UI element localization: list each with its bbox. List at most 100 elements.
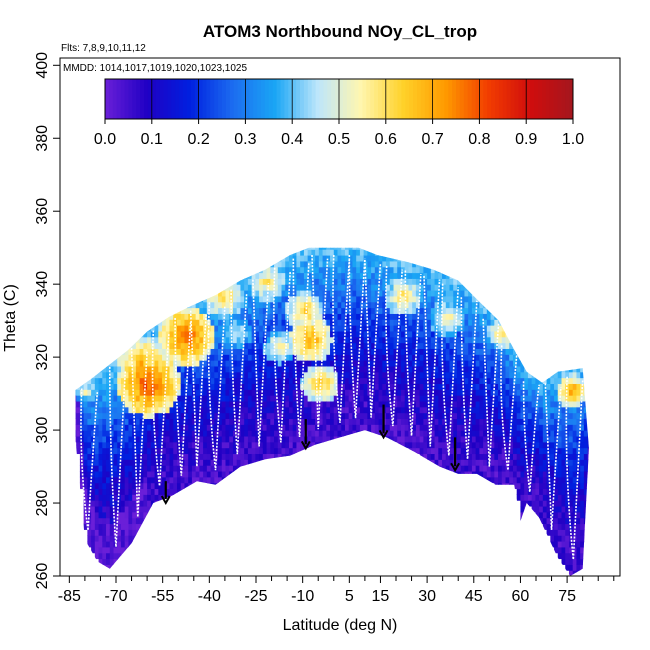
heatmap-cell <box>591 442 595 448</box>
heatmap-cell <box>490 453 495 460</box>
heatmap-cell <box>106 418 111 425</box>
arrow-head <box>300 440 311 451</box>
heatmap-cell <box>147 336 152 344</box>
heatmap-cell <box>87 517 92 525</box>
heatmap-cell <box>139 517 144 525</box>
heatmap-cell <box>158 488 163 495</box>
heatmap-cell <box>434 430 439 437</box>
heatmap-cell <box>389 254 395 262</box>
heatmap-cell <box>539 435 544 443</box>
heatmap-cell <box>438 313 443 320</box>
heatmap-cell <box>550 523 555 530</box>
heatmap-cell <box>135 447 141 455</box>
heatmap-cell <box>199 476 204 484</box>
heatmap-cell <box>479 430 484 437</box>
heatmap-cell <box>322 412 327 420</box>
heatmap-cell <box>158 412 163 420</box>
heatmap-cell <box>240 290 245 297</box>
heatmap-cell <box>341 272 346 279</box>
heatmap-cell <box>147 465 152 472</box>
heatmap-cell <box>561 546 566 554</box>
heatmap-cell <box>430 447 436 455</box>
heatmap-cell <box>344 330 350 338</box>
heatmap-cell <box>117 389 122 396</box>
heatmap-cell <box>486 476 492 484</box>
heatmap-cell <box>434 435 439 443</box>
heatmap-cell <box>176 476 182 484</box>
heatmap-cell <box>139 505 144 513</box>
heatmap-cell <box>419 260 424 268</box>
heatmap-cell <box>449 278 454 285</box>
colorbar-segment <box>561 79 566 119</box>
heatmap-cell <box>442 459 447 466</box>
heatmap-cell <box>509 406 514 414</box>
heatmap-cell <box>154 342 159 349</box>
heatmap-cell <box>83 395 88 402</box>
heatmap-cell <box>378 313 383 320</box>
heatmap-cell <box>509 354 514 361</box>
heatmap-cell <box>251 325 256 332</box>
heatmap-cell <box>423 395 428 402</box>
heatmap-cell <box>285 301 290 309</box>
heatmap-cell <box>311 412 316 420</box>
heatmap-cell <box>389 383 395 390</box>
heatmap-cell <box>359 360 365 367</box>
heatmap-cell <box>453 290 458 297</box>
heatmap-cell <box>333 307 339 314</box>
heatmap-cell <box>516 383 522 390</box>
heatmap-cell <box>318 424 324 431</box>
heatmap-cell <box>557 488 563 495</box>
heatmap-cell <box>120 400 126 408</box>
heatmap-cell <box>546 424 551 431</box>
heatmap-cell <box>419 418 424 425</box>
heatmap-cell <box>386 284 391 291</box>
heatmap-cell <box>322 278 327 285</box>
heatmap-cell <box>568 517 574 525</box>
heatmap-cell <box>359 348 365 355</box>
heatmap-cell <box>113 511 118 519</box>
heatmap-cell <box>337 330 342 338</box>
heatmap-cell <box>218 400 223 408</box>
colorbar-segment <box>112 79 118 119</box>
heatmap-cell <box>162 330 167 338</box>
heatmap-cell <box>94 459 100 466</box>
heatmap-cell <box>460 330 466 338</box>
heatmap-cell <box>232 307 238 314</box>
heatmap-cell <box>199 360 204 367</box>
heatmap-cell <box>505 383 510 390</box>
heatmap-cell <box>203 377 208 384</box>
heatmap-cell <box>330 266 335 274</box>
heatmap-cell <box>539 406 544 414</box>
heatmap-cell <box>281 301 286 309</box>
heatmap-cell <box>83 465 88 472</box>
heatmap-cell <box>415 441 421 449</box>
heatmap-cell <box>565 552 570 560</box>
heatmap-cell <box>415 406 421 414</box>
heatmap-cell <box>191 482 197 490</box>
heatmap-cell <box>195 360 200 367</box>
flight-track <box>544 383 562 530</box>
heatmap-cell <box>501 365 507 373</box>
heatmap-cell <box>143 418 148 425</box>
heatmap-cell <box>318 406 324 414</box>
heatmap-cell <box>479 336 484 344</box>
heatmap-cell <box>318 389 324 396</box>
heatmap-cell <box>576 418 581 425</box>
heatmap-cell <box>337 295 342 303</box>
heatmap-cell <box>412 278 417 285</box>
heatmap-cell <box>344 395 350 402</box>
heatmap-cell <box>341 284 346 291</box>
heatmap-cell <box>113 453 118 460</box>
heatmap-cell <box>322 290 327 297</box>
colorbar-segment <box>315 79 320 119</box>
heatmap-cell <box>180 418 186 425</box>
heatmap-cell <box>561 447 566 455</box>
heatmap-cell <box>91 488 96 495</box>
heatmap-cell <box>393 365 398 373</box>
heatmap-cell <box>344 272 350 279</box>
heatmap-cell <box>404 377 410 384</box>
colorbar-segment <box>272 79 278 119</box>
heatmap-cell <box>389 371 395 379</box>
heatmap-cell <box>180 319 186 326</box>
heatmap-cell <box>117 365 122 373</box>
